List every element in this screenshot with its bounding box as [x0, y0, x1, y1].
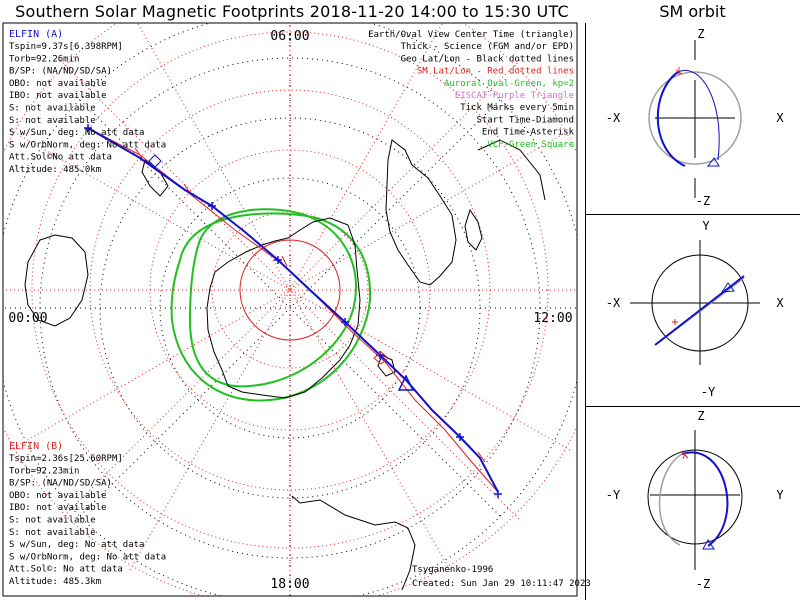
elfin-b-info-line: S: not available [9, 516, 96, 526]
elfin-a-start-marker [148, 154, 162, 168]
hour-label-left: 00:00 [8, 311, 47, 326]
legend: Earth/Oval View Center Time (triangle) Th… [368, 30, 574, 150]
elfin-b-info-line: OBO: not available [9, 491, 107, 501]
orbit-axis-label-right: X [776, 296, 784, 310]
orbit-axis-label-bottom: -Z [696, 194, 710, 208]
elfin-a-info-line: S w/OrbNorm, deg: No att data [9, 140, 166, 150]
orbit-panel-xz [648, 40, 742, 198]
legend-line: EISCAT-Purple Triangle [455, 91, 574, 101]
elfin-a-info-line: S w/Sun, deg: No att data [9, 128, 144, 138]
orbit-axis-label-top: Y [702, 219, 710, 233]
hour-label-bottom: 18:00 [270, 577, 309, 592]
legend-line: SM Lat/Lon - Red dotted lines [417, 67, 574, 77]
orbit-axis-label-bottom: -Z [696, 577, 710, 591]
legend-line: Auroral Oval-Green, kp=2 [444, 79, 574, 89]
elfin-a-info: Tspin=9.37s[6.398RPM] Torb=92.26min B/SP: … [9, 42, 166, 175]
model-credit: Tsyganenko-1996 [412, 565, 493, 575]
legend-line: Geo Lat/Lon - Black dotted lines [401, 54, 574, 64]
orbit-title: SM orbit [659, 2, 726, 21]
orbit-axis-label-left: -Y [606, 488, 621, 502]
elfin-a-info-line: S: not available [9, 104, 96, 114]
orbit-panel-xy [630, 240, 760, 365]
elfin-a-track [87, 127, 499, 493]
elfin-b-start-marker [373, 351, 389, 365]
madagascar-coast [464, 208, 483, 251]
orbit-axis-label-left: -X [606, 296, 621, 310]
legend-line: Tick Marks every 5min [460, 103, 574, 113]
elfin-b-info-line: S w/OrbNorm, deg: No att data [9, 552, 166, 562]
created-credit: Created: Sun Jan 29 10:11:47 2023 [412, 579, 591, 589]
elfin-b-info: Tspin=2.36s[25.60RPM] Torb=92.23min B/SP: … [9, 454, 166, 587]
elfin-b-info-line: IBO: not available [9, 503, 107, 513]
australia-coast [24, 234, 89, 327]
legend-line: Thick - Science (FGM and/or EPD) [401, 42, 574, 52]
legend-line: Earth/Oval View Center Time (triangle) [368, 30, 574, 40]
elfin-b-info-line: S: not available [9, 528, 96, 538]
elfin-b-ticks [134, 147, 486, 463]
elfin-b-info-line: Altitude: 485.3km [9, 577, 101, 587]
hour-label-top: 06:00 [270, 29, 309, 44]
orbit-axis-label-bottom: -Y [701, 385, 716, 399]
legend-line: End Time-Asterisk [482, 128, 575, 138]
south-america-coast [291, 495, 416, 591]
elfin-b-name: ELFIN (B) [9, 441, 63, 452]
orbit-axis-label-right: Y [776, 488, 784, 502]
legend-line: VLF-Green Square [487, 140, 574, 150]
orbit-axis-label-top: Z [697, 409, 704, 423]
south-georgia-coast [377, 354, 396, 377]
sm-pole-circle [239, 239, 341, 341]
antarctica-coast [206, 217, 361, 399]
orbit-panel-yz [647, 430, 743, 570]
orbit-axis-label-right: X [776, 111, 784, 125]
elfin-a-info-line: IBO: not available [9, 91, 107, 101]
elfin-a-info-line: Torb=92.26min [9, 54, 79, 64]
auroral-oval [170, 208, 372, 402]
elfin-a-info-line: S: not available [9, 116, 96, 126]
elfin-b-info-line: Tspin=2.36s[25.60RPM] [9, 454, 123, 464]
page-title: Southern Solar Magnetic Footprints 2018-… [15, 2, 569, 21]
elfin-a-name: ELFIN (A) [9, 29, 63, 40]
sm-grid [3, 23, 577, 596]
coastlines [24, 139, 546, 591]
southern-africa-tip [477, 139, 546, 201]
elfin-a-info-line: Att.Sol©No att data [9, 153, 112, 163]
elfin-b-info-line: Att.Sol©: No att data [9, 565, 123, 575]
orbit-axis-label-left: -X [606, 111, 621, 125]
elfin-a-info-line: Tspin=9.37s[6.398RPM] [9, 42, 123, 52]
elfin-a-info-line: Altitude: 485.0km [9, 165, 101, 175]
elfin-a-info-line: OBO: not available [9, 79, 107, 89]
hour-label-right: 12:00 [533, 311, 572, 326]
elfin-b-info-line: S w/Sun, deg: No att data [9, 540, 144, 550]
elfin-b-info-line: B/SP: (NA/ND/SD/SA) [9, 479, 112, 489]
orbit-axis-label-top: Z [697, 27, 704, 41]
legend-line: Start Time-Diamond [476, 115, 574, 125]
africa-coast [385, 139, 457, 286]
elfin-a-info-line: B/SP: (NA/ND/SD/SA) [9, 67, 112, 77]
elfin-b-info-line: Torb=92.23min [9, 466, 79, 476]
view-center-triangle [397, 374, 415, 391]
orbit-axis-labels: Z -Z -X X Y -Y -X X Z -Z -Y Y [606, 27, 785, 591]
